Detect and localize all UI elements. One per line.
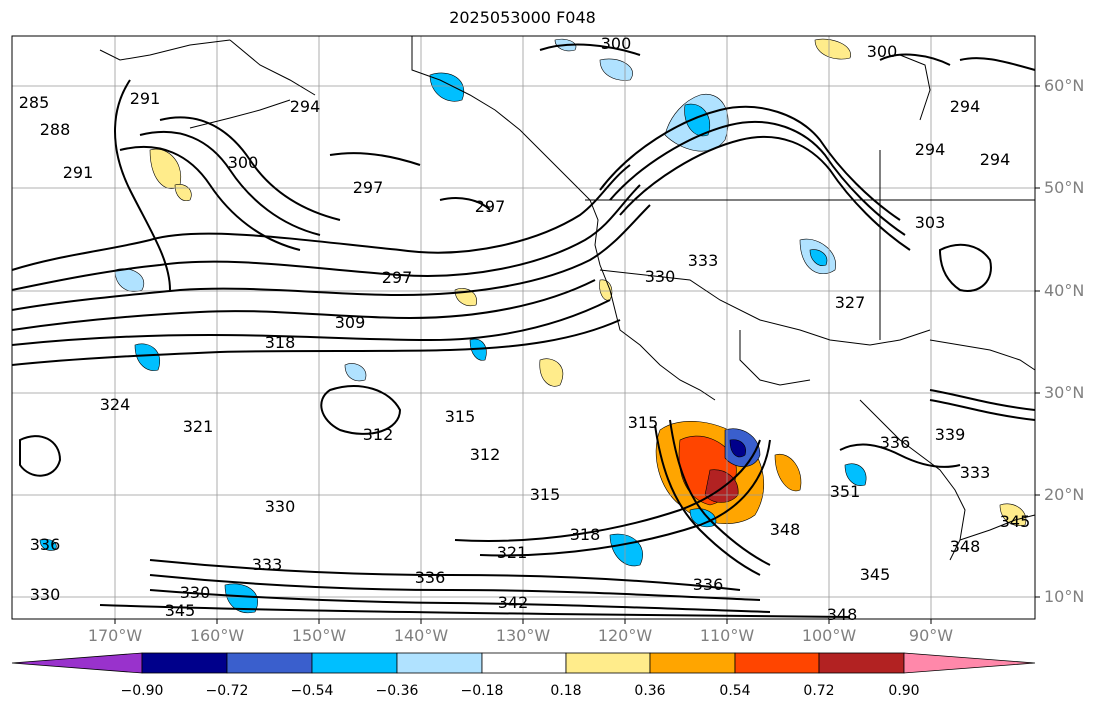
lon-label-150w: 150°W <box>291 626 347 645</box>
colorbar-segment-0 <box>11 652 143 674</box>
colorbar-tick-label: 0.36 <box>634 683 666 699</box>
contour-label: 339 <box>935 425 966 444</box>
contour-label: 336 <box>30 535 61 554</box>
colorbar-tick-label: 0.54 <box>719 683 751 699</box>
contour-label: 312 <box>470 445 501 464</box>
contour-label: 294 <box>290 97 321 116</box>
lat-label-50n: 50°N <box>1044 178 1085 197</box>
contour-label: 291 <box>130 89 161 108</box>
contour-label: 297 <box>353 178 384 197</box>
contour-label: 333 <box>252 555 283 574</box>
colorbar-tick-label: −0.90 <box>120 683 164 699</box>
colorbar-tick-label: −0.36 <box>375 683 419 699</box>
colorbar-segment-9 <box>818 652 905 674</box>
contour-label: 315 <box>628 413 659 432</box>
contour-label: 297 <box>475 197 506 216</box>
contour-label: 330 <box>180 583 211 602</box>
contour-labels: 300 300 291 294 285 288 291 300 297 297 … <box>19 34 1031 624</box>
contour-label: 345 <box>165 601 196 620</box>
colorbar <box>11 652 1036 674</box>
contour-label: 315 <box>530 485 561 504</box>
contour-label: 348 <box>950 537 981 556</box>
axis-ticks <box>114 85 1040 624</box>
lon-label-110w: 110°W <box>699 626 755 645</box>
lon-label-120w: 120°W <box>597 626 653 645</box>
contour-label: 300 <box>228 153 259 172</box>
colorbar-tick-label: −0.54 <box>290 683 334 699</box>
lon-label-140w: 140°W <box>393 626 449 645</box>
lat-label-10n: 10°N <box>1044 587 1085 606</box>
lon-label-160w: 160°W <box>189 626 245 645</box>
contour-label: 330 <box>265 497 296 516</box>
contour-label: 330 <box>30 585 61 604</box>
contour-label: 321 <box>497 543 528 562</box>
contour-label: 288 <box>40 120 71 139</box>
lon-label-170w: 170°W <box>87 626 143 645</box>
contour-label: 333 <box>688 251 719 270</box>
contour-label: 348 <box>827 605 858 624</box>
contour-label: 285 <box>19 93 50 112</box>
contour-label: 348 <box>770 520 801 539</box>
coastlines <box>99 36 1036 561</box>
colorbar-segment-8 <box>734 652 820 674</box>
contour-label: 318 <box>570 525 601 544</box>
lat-label-40n: 40°N <box>1044 281 1085 300</box>
colorbar-segment-7 <box>649 652 736 674</box>
contour-label: 321 <box>183 417 214 436</box>
graticule <box>12 36 1035 619</box>
lat-label-30n: 30°N <box>1044 383 1085 402</box>
contour-label: 336 <box>415 568 446 587</box>
contour-label: 312 <box>363 425 394 444</box>
contour-label: 291 <box>63 163 94 182</box>
contour-label: 315 <box>445 407 476 426</box>
contour-label: 318 <box>265 333 296 352</box>
contour-label: 294 <box>950 97 981 116</box>
colorbar-segment-5 <box>481 652 567 674</box>
contour-label: 345 <box>860 565 891 584</box>
contour-label: 330 <box>645 267 676 286</box>
contour-label: 303 <box>915 213 946 232</box>
lat-label-20n: 20°N <box>1044 485 1085 504</box>
contour-label: 345 <box>1000 512 1031 531</box>
contour-lines <box>11 43 1036 618</box>
colorbar-tick-label: 0.90 <box>888 683 920 699</box>
colorbar-segment-1 <box>141 652 228 674</box>
lon-label-90w: 90°W <box>908 626 954 645</box>
colorbar-tick-label: −0.18 <box>460 683 504 699</box>
colorbar-tick-label: 0.72 <box>803 683 835 699</box>
map-title: 2025053000 F048 <box>449 8 596 27</box>
lon-label-100w: 100°W <box>801 626 857 645</box>
colorbar-segment-4 <box>396 652 483 674</box>
contour-label: 309 <box>335 313 366 332</box>
colorbar-tick-label: −0.72 <box>205 683 249 699</box>
colorbar-segment-6 <box>565 652 651 674</box>
contour-label: 324 <box>100 395 131 414</box>
contour-label: 294 <box>980 150 1011 169</box>
colorbar-segment-3 <box>311 652 398 674</box>
contour-label: 333 <box>960 463 991 482</box>
colorbar-segment-2 <box>226 652 313 674</box>
colorbar-tick-label: 0.18 <box>550 683 582 699</box>
contour-label: 336 <box>693 575 724 594</box>
contour-label: 336 <box>880 433 911 452</box>
contour-label: 300 <box>867 42 898 61</box>
contour-label: 327 <box>835 293 866 312</box>
lon-label-130w: 130°W <box>495 626 551 645</box>
contour-label: 351 <box>830 482 861 501</box>
colorbar-segment-10 <box>903 652 1036 674</box>
contour-label: 342 <box>498 593 529 612</box>
lat-label-60n: 60°N <box>1044 76 1085 95</box>
contour-label: 297 <box>382 268 413 287</box>
contour-label: 300 <box>601 34 632 53</box>
contour-label: 294 <box>915 140 946 159</box>
